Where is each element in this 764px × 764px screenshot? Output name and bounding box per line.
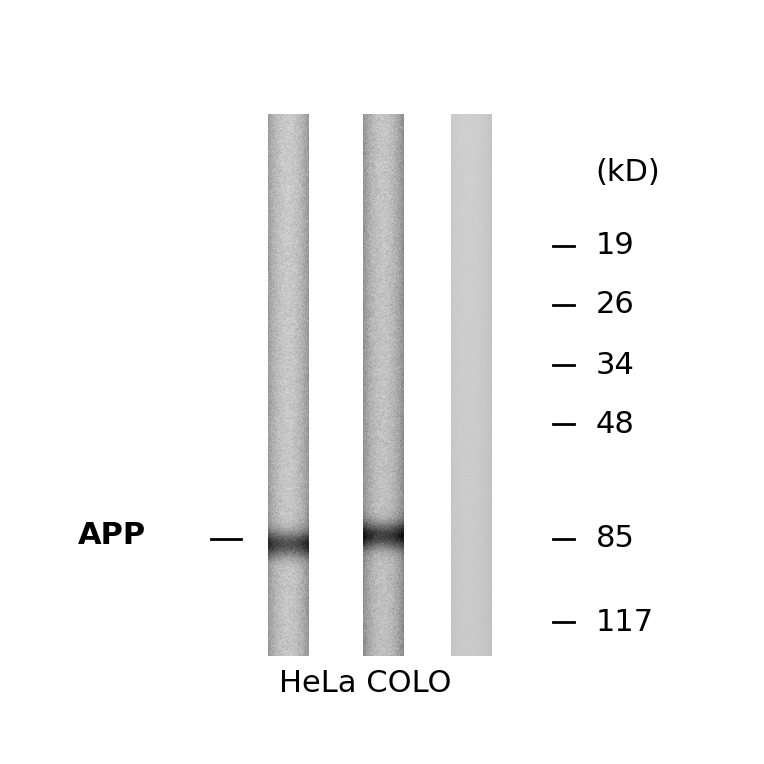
Text: (kD): (kD) xyxy=(596,158,661,187)
Text: 48: 48 xyxy=(596,410,635,439)
Text: 19: 19 xyxy=(596,231,635,261)
Text: 117: 117 xyxy=(596,608,654,637)
Text: 34: 34 xyxy=(596,351,635,380)
Text: HeLa COLO: HeLa COLO xyxy=(279,669,452,698)
Text: 26: 26 xyxy=(596,290,635,319)
Text: APP: APP xyxy=(78,521,146,550)
Text: 85: 85 xyxy=(596,524,635,553)
